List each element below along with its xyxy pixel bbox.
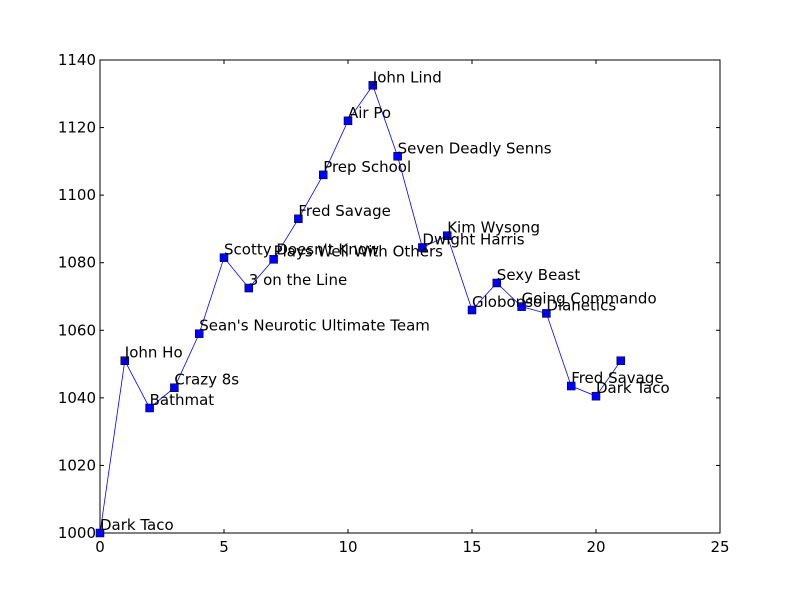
data-point-label: 3 on the Line — [249, 271, 347, 289]
data-point-label: Bathmat — [150, 391, 215, 409]
data-point-marker — [517, 302, 526, 311]
x-tick-label: 0 — [95, 538, 105, 556]
data-point-label: Fred Savage — [571, 369, 663, 387]
data-point-marker — [294, 214, 303, 224]
data-point-marker — [542, 309, 551, 318]
axis-ticks: 0 5 10 15 20 25 1000 1020 1040 1060 1080 1100 1120 11… — [58, 51, 730, 556]
data-point-marker — [442, 231, 452, 240]
x-tick-label: 5 — [219, 538, 229, 556]
data-point-marker — [318, 170, 328, 180]
y-tick-label: 1020 — [58, 456, 96, 474]
series-line — [99, 84, 622, 534]
data-point-label: Dark Taco — [596, 379, 670, 397]
data-point-marker — [566, 381, 576, 391]
data-point-label: John Lind — [372, 68, 442, 86]
y-tick-label: 1140 — [58, 51, 96, 69]
data-point-label: Crazy 8s — [174, 371, 239, 389]
data-point-label: Air Po — [348, 104, 391, 122]
y-tick-label: 1120 — [58, 119, 96, 137]
data-point-marker — [145, 403, 154, 413]
data-point-marker — [269, 255, 278, 264]
data-series — [95, 81, 626, 538]
data-point-marker — [393, 152, 402, 161]
data-point-label: John Ho — [124, 344, 183, 362]
data-point-label: Sean's Neurotic Ultimate Team — [199, 317, 430, 335]
data-point-label: Dark Taco — [100, 516, 174, 534]
data-point-label: Seven Deadly Senns — [398, 139, 552, 157]
data-point-marker — [591, 391, 601, 401]
data-point-marker — [343, 116, 353, 126]
data-point-marker — [95, 528, 105, 538]
data-point-label: Dianetics — [546, 296, 616, 314]
data-point-label: Kim Wysong — [447, 219, 540, 237]
data-point-label: Scotty Doesn't Know — [224, 241, 379, 259]
data-point-marker — [120, 356, 130, 365]
data-point-marker — [244, 283, 254, 293]
data-point-marker — [219, 253, 229, 262]
y-tick-label: 1060 — [58, 321, 96, 339]
data-point-marker — [492, 278, 502, 288]
data-point-label: Prep School — [323, 158, 411, 176]
data-point-label: Dwight Harris — [422, 231, 524, 249]
data-point-label: Fred Savage — [298, 202, 390, 220]
data-point-label: Globonso — [472, 293, 542, 311]
data-point-marker — [616, 356, 626, 365]
x-tick-label: 20 — [586, 538, 605, 556]
data-point-marker — [194, 329, 204, 338]
data-point-marker — [170, 383, 179, 392]
data-point-marker — [368, 81, 378, 90]
x-tick-label: 10 — [338, 538, 357, 556]
x-tick-label: 15 — [462, 538, 481, 556]
plot-frame — [99, 59, 721, 534]
y-tick-label: 1100 — [58, 186, 96, 204]
y-tick-label: 1000 — [58, 524, 96, 542]
point-labels: Dark Taco John Ho Bathmat Crazy 8s Sean's Ne… — [100, 68, 670, 534]
y-tick-label: 1080 — [58, 254, 96, 272]
x-tick-label: 25 — [710, 538, 729, 556]
data-point-marker — [467, 305, 477, 315]
data-point-label: Plays Well With Others — [274, 242, 444, 260]
data-point-marker — [418, 243, 427, 252]
y-tick-label: 1040 — [58, 389, 96, 407]
data-point-label: Going Commando — [522, 290, 657, 308]
data-point-label: Sexy Beast — [497, 266, 581, 284]
